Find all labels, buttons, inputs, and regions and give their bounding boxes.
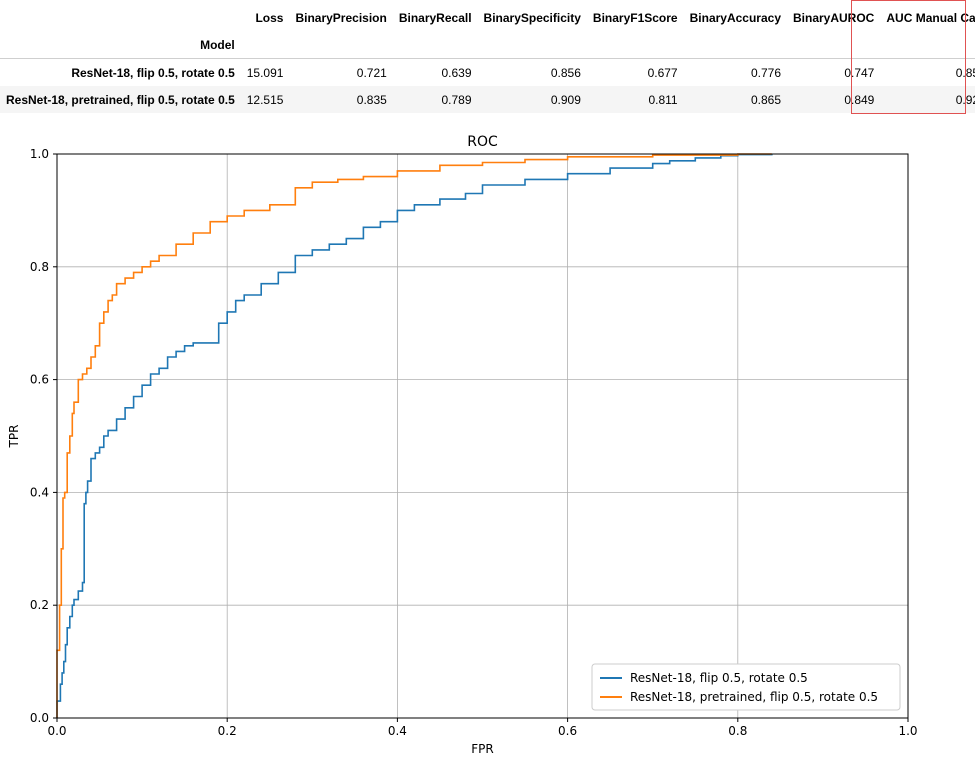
cell-value: 0.721	[356, 65, 387, 80]
row-label: ResNet-18, flip 0.5, rotate 0.5	[71, 65, 235, 80]
x-tick-label: 0.0	[47, 724, 66, 738]
plot-frame	[56, 153, 909, 719]
metrics-table: Loss BinaryPrecision BinaryRecall Binary…	[0, 4, 975, 113]
legend-box	[591, 663, 901, 711]
cell-value: 0.677	[647, 65, 678, 80]
y-tick-label: 0.8	[30, 260, 49, 274]
roc-curve-series-1	[56, 153, 772, 718]
tick-layer: 0.0 0.2 0.4 0.6 0.8 1.0 0.0 0.2 0.4 0.6 0.8 1.0	[30, 147, 918, 738]
column-header: Loss	[255, 10, 284, 25]
cell-value: 0.811	[586, 86, 684, 113]
metrics-table-section: Loss BinaryPrecision BinaryRecall Binary…	[0, 0, 975, 118]
cell-value: 0.835	[289, 86, 393, 113]
column-header: BinaryAccuracy	[689, 10, 781, 25]
y-tick-label: 1.0	[30, 147, 49, 161]
corner-cell	[0, 4, 241, 31]
series-layer	[56, 153, 773, 718]
cell-value: 0.856	[550, 65, 581, 80]
column-header: BinaryAUROC	[793, 10, 875, 25]
legend-label-series-1: ResNet-18, pretrained, flip 0.5, rotate …	[630, 690, 878, 704]
roc-chart: 0.0 0.2 0.4 0.6 0.8 1.0 0.0 0.2 0.4 0.6 0.8 1.0 ROC…	[7, 134, 918, 756]
y-tick-label: 0.6	[30, 373, 49, 387]
cell-value: 0.747	[844, 65, 875, 80]
legend: ResNet-18, flip 0.5, rotate 0.5 ResNet-1…	[591, 663, 901, 711]
cell-value: 0.855	[955, 65, 975, 80]
x-axis-label: FPR	[471, 742, 493, 756]
x-tick-label: 0.2	[218, 724, 237, 738]
roc-curve-series-0	[56, 153, 773, 718]
table-row: ResNet-18, pretrained, flip 0.5, rotate …	[0, 86, 975, 113]
table-header-row: Loss BinaryPrecision BinaryRecall Binary…	[0, 4, 975, 31]
cell-value: 0.639	[441, 65, 472, 80]
column-header-auc-manual: AUC Manual Calc	[886, 10, 975, 25]
cell-value: 12.515	[240, 86, 290, 113]
y-axis-label: TPR	[7, 425, 21, 449]
column-header: BinaryPrecision	[295, 10, 387, 25]
column-header: BinaryF1Score	[592, 10, 678, 25]
y-tick-label: 0.4	[30, 485, 49, 499]
y-tick-label: 0.2	[30, 598, 49, 612]
x-tick-label: 0.8	[728, 724, 747, 738]
index-label: Model	[0, 31, 241, 59]
cell-value: 0.849	[787, 86, 881, 113]
cell-value: 0.929	[880, 86, 975, 113]
grid-layer	[56, 153, 909, 719]
table-row: ResNet-18, flip 0.5, rotate 0.5 15.091 0…	[0, 59, 975, 87]
cell-value: 0.776	[750, 65, 781, 80]
y-tick-label: 0.0	[30, 711, 49, 725]
column-header: BinaryRecall	[398, 10, 472, 25]
cell-value: 0.865	[683, 86, 787, 113]
cell-value: 0.909	[477, 86, 587, 113]
x-tick-label: 0.4	[388, 724, 407, 738]
chart-title: ROC	[467, 134, 498, 150]
cell-value: 15.091	[246, 65, 284, 80]
column-header: BinarySpecificity	[483, 10, 581, 25]
legend-label-series-0: ResNet-18, flip 0.5, rotate 0.5	[630, 671, 808, 685]
index-label-row: Model	[0, 31, 975, 59]
row-label: ResNet-18, pretrained, flip 0.5, rotate …	[0, 86, 241, 113]
cell-value: 0.789	[392, 86, 478, 113]
x-tick-label: 1.0	[898, 724, 917, 738]
x-tick-label: 0.6	[558, 724, 577, 738]
